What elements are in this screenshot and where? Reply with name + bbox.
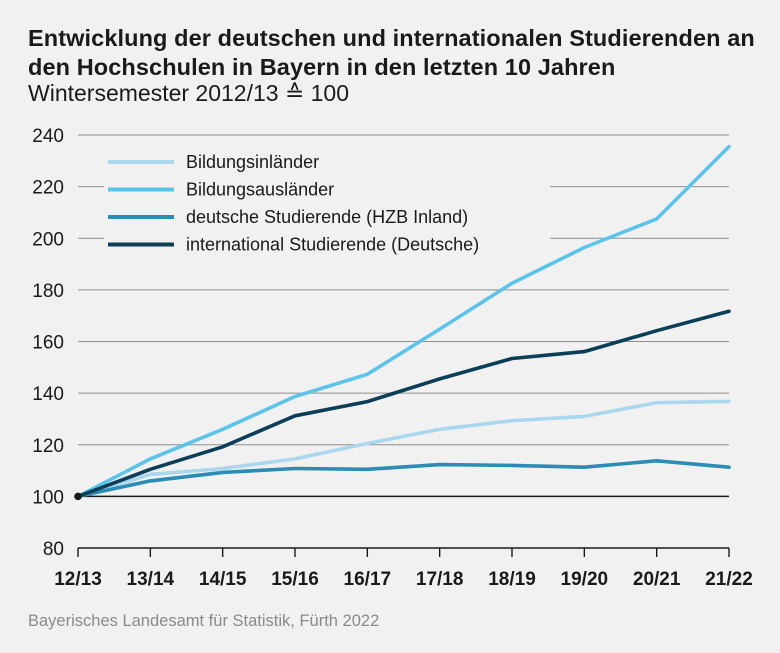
y-tick-label: 240 xyxy=(32,126,64,147)
legend-backdrop xyxy=(104,231,550,256)
x-tick-label: 19/20 xyxy=(561,569,609,590)
y-tick-label: 140 xyxy=(32,384,64,405)
y-tick-label: 180 xyxy=(32,281,64,302)
legend-label: Bildungsausländer xyxy=(186,180,334,200)
legend-backdrop xyxy=(104,176,550,201)
y-tick-label: 120 xyxy=(32,436,64,457)
y-tick-label: 220 xyxy=(32,178,64,199)
legend-label: international Studierende (Deutsche) xyxy=(186,235,479,255)
x-tick-label: 14/15 xyxy=(199,569,247,590)
y-tick-label: 80 xyxy=(43,539,64,560)
series-line xyxy=(76,458,731,499)
legend-backdrop xyxy=(104,204,550,228)
x-tick-label: 16/17 xyxy=(344,569,392,590)
series-line xyxy=(76,399,731,499)
axes: 80 100 120 140 160 180 200 220 240 12/13 13/14 14/1… xyxy=(32,126,752,590)
series xyxy=(74,144,731,501)
x-tick-label: 21/22 xyxy=(705,569,753,590)
series-line xyxy=(76,309,731,499)
series-line xyxy=(76,144,731,499)
source-note: Bayerisches Landesamt für Statistik, Für… xyxy=(28,612,380,630)
y-tick-label: 160 xyxy=(32,333,64,354)
legend-backdrop xyxy=(104,149,550,173)
x-tick-label: 12/13 xyxy=(54,569,102,590)
x-tick-label: 20/21 xyxy=(633,569,681,590)
legend: Bildungsinländer Bildungsausländer deutsch… xyxy=(104,149,550,256)
chart-title: Entwicklung der deutschen und internatio… xyxy=(28,25,755,80)
x-tick-label: 15/16 xyxy=(271,569,319,590)
legend-label: Bildungsinländer xyxy=(186,152,319,172)
origin-point xyxy=(74,492,82,501)
x-tick-label: 13/14 xyxy=(127,569,175,590)
legend-label: deutsche Studierende (HZB Inland) xyxy=(186,207,468,227)
y-tick-label: 100 xyxy=(32,487,64,508)
y-tick-label: 200 xyxy=(32,229,64,250)
chart-subtitle: Wintersemester 2012/13 ≙ 100 xyxy=(28,80,349,106)
x-tick-label: 17/18 xyxy=(416,569,464,590)
x-tick-label: 18/19 xyxy=(488,569,536,590)
